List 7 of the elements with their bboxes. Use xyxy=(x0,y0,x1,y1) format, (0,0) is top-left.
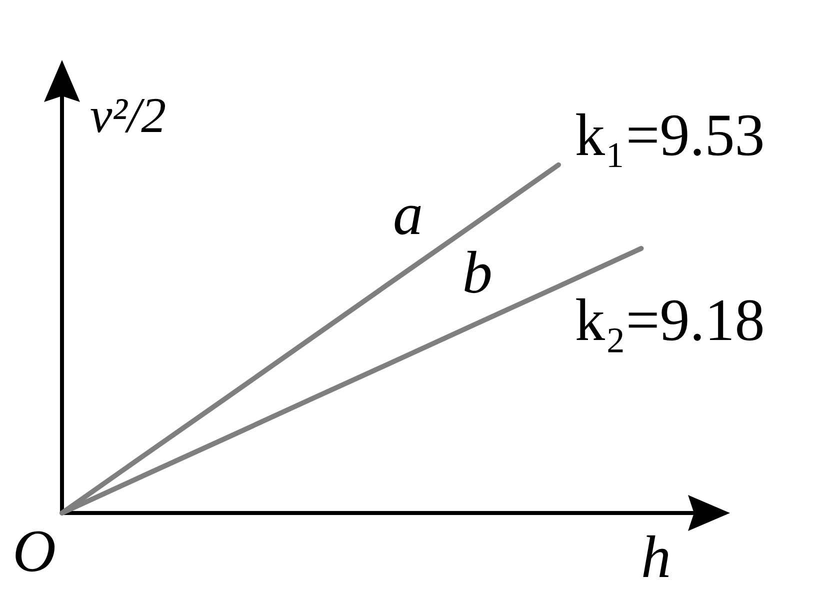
text: O xyxy=(12,518,56,584)
annotation: k₂=9.18 xyxy=(575,287,765,353)
annotation: k₁=9.53 xyxy=(575,102,765,168)
series-label: a xyxy=(392,181,423,248)
series-label: b xyxy=(462,240,492,306)
y-axis-title: v²/2 xyxy=(90,87,166,143)
x-axis-title: h xyxy=(641,524,671,590)
